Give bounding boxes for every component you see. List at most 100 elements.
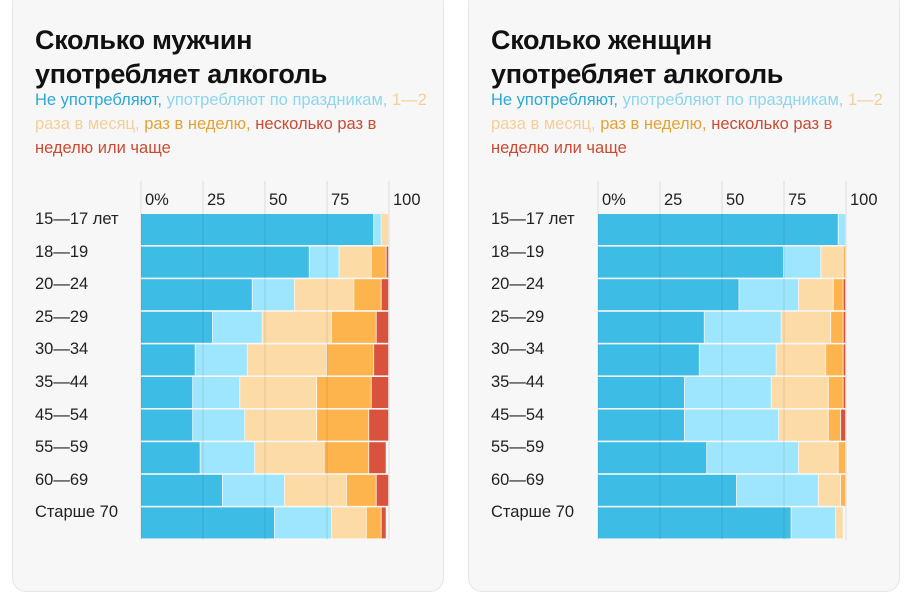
x-tick-label: 25 bbox=[664, 191, 682, 209]
bar-segment-monthly bbox=[339, 246, 371, 278]
bar-segment-none bbox=[141, 474, 223, 506]
bar-segment-monthly bbox=[798, 279, 833, 311]
bar-segment-weekly bbox=[841, 474, 846, 506]
bar-segment-none bbox=[141, 246, 309, 278]
bar-segment-weekly bbox=[317, 409, 369, 441]
legend-often: несколько раз в неделю или чаще bbox=[491, 115, 833, 157]
legend-holidays: употребляют по праздникам, bbox=[622, 91, 844, 109]
x-tick-label: 50 bbox=[726, 191, 744, 209]
x-tick-label: 75 bbox=[331, 191, 349, 209]
men-chart-card: Сколько мужчин употребляет алкоголь Не у… bbox=[12, 0, 444, 592]
bar-segment-none bbox=[598, 474, 737, 506]
bar-segment-holidays bbox=[739, 279, 799, 311]
bar-segment-often bbox=[386, 246, 389, 278]
category-label: 18—19 bbox=[491, 242, 545, 261]
bar-segment-often bbox=[369, 409, 389, 441]
category-label: Старше 70 bbox=[35, 503, 118, 522]
bar-segment-often bbox=[371, 377, 389, 408]
x-tick-label: 100 bbox=[850, 191, 878, 209]
category-label: 55—59 bbox=[491, 438, 545, 457]
bar-segment-none bbox=[598, 377, 684, 408]
bar-chart: 0% 25 50 75 100 bbox=[597, 181, 878, 540]
bar-segment-weekly bbox=[354, 279, 381, 311]
legend-weekly: раз в неделю, bbox=[144, 115, 251, 133]
category-label: Старше 70 bbox=[491, 503, 574, 522]
legend-none: Не употребляют, bbox=[491, 91, 618, 109]
bar-segment-weekly bbox=[826, 344, 843, 376]
bar-segment-holidays bbox=[699, 344, 776, 376]
bar-segment-none bbox=[598, 279, 739, 311]
title-line-1: Сколько мужчин bbox=[35, 25, 253, 55]
bar-segment-monthly bbox=[781, 311, 831, 343]
category-label: 25—29 bbox=[35, 307, 89, 326]
category-label: 20—24 bbox=[35, 275, 89, 294]
bar-segment-often bbox=[376, 474, 389, 506]
bar-segment-holidays bbox=[838, 214, 846, 245]
bar-segment-monthly bbox=[262, 311, 332, 343]
bar-segment-monthly bbox=[294, 279, 354, 311]
category-label: 60—69 bbox=[491, 470, 545, 489]
bar-segment-none bbox=[598, 246, 784, 278]
bar-segment-holidays bbox=[309, 246, 339, 278]
category-label: 30—34 bbox=[491, 340, 545, 359]
bar-segment-often bbox=[843, 279, 846, 311]
bar-segment-holidays bbox=[200, 442, 255, 474]
bar-segment-holidays bbox=[736, 474, 818, 506]
bar-segment-often bbox=[381, 279, 389, 311]
bar-segment-holidays bbox=[684, 377, 771, 408]
bar-segment-monthly bbox=[331, 507, 366, 539]
bar-segment-none bbox=[141, 214, 374, 245]
chart-title: Сколько мужчин употребляет алкоголь bbox=[35, 23, 327, 91]
bar-segment-monthly bbox=[240, 377, 317, 408]
bar-segment-holidays bbox=[274, 507, 332, 539]
category-label: 30—34 bbox=[35, 340, 89, 359]
legend-often: несколько раз в неделю или чаще bbox=[35, 115, 377, 157]
bar-segment-monthly bbox=[247, 344, 327, 376]
bar-segment-none bbox=[141, 507, 275, 539]
bar-segment-weekly bbox=[317, 377, 371, 408]
bar-segment-weekly bbox=[346, 474, 376, 506]
bar-segment-often bbox=[369, 442, 386, 474]
x-tick-label: 50 bbox=[269, 191, 287, 209]
bar-segment-holidays bbox=[193, 377, 240, 408]
bar-segment-holidays bbox=[195, 344, 247, 376]
bar-segment-weekly bbox=[327, 344, 374, 376]
bar-segment-often bbox=[843, 344, 846, 376]
legend-none: Не употребляют, bbox=[35, 91, 162, 109]
bar-segment-often bbox=[841, 409, 846, 441]
category-label: 45—54 bbox=[491, 405, 545, 424]
bar-segment-monthly bbox=[245, 409, 317, 441]
category-label: 45—54 bbox=[35, 405, 89, 424]
legend-monthly: 1—2 раза в месяц, bbox=[35, 91, 427, 133]
x-tick-label: 25 bbox=[207, 191, 225, 209]
bar-segment-holidays bbox=[684, 409, 779, 441]
bar-segment-none bbox=[141, 409, 193, 441]
bar-segment-monthly bbox=[798, 442, 838, 474]
bar-segment-often bbox=[376, 311, 389, 343]
women-chart-card: Сколько женщин употребляет алкоголь Не у… bbox=[468, 0, 900, 592]
bar-segment-none bbox=[598, 442, 707, 474]
category-label: 35—44 bbox=[491, 373, 545, 391]
bar-segment-none bbox=[598, 311, 704, 343]
bar-segment-holidays bbox=[212, 311, 262, 343]
category-label: 15—17 лет bbox=[491, 210, 575, 228]
bar-segment-often bbox=[843, 311, 846, 343]
bar-segment-holidays bbox=[222, 474, 285, 506]
x-tick-label: 75 bbox=[788, 191, 806, 209]
category-label: 55—59 bbox=[35, 438, 89, 457]
bar-segment-none bbox=[141, 377, 193, 408]
bar-segment-holidays bbox=[374, 214, 381, 245]
category-label: 60—69 bbox=[35, 470, 89, 489]
title-line-2: употребляет алкоголь bbox=[491, 59, 784, 89]
category-label: 18—19 bbox=[35, 242, 89, 261]
bar-segment-weekly bbox=[828, 377, 843, 408]
bar-segment-monthly bbox=[771, 377, 828, 408]
bar-segment-none bbox=[141, 279, 252, 311]
title-line-1: Сколько женщин bbox=[491, 25, 712, 55]
bar-segment-monthly bbox=[255, 442, 324, 474]
legend-weekly: раз в неделю, bbox=[600, 115, 707, 133]
bar-segment-monthly bbox=[776, 344, 826, 376]
bar-segment-monthly bbox=[284, 474, 347, 506]
category-label: 20—24 bbox=[491, 275, 545, 294]
bar-segment-weekly bbox=[366, 507, 381, 539]
